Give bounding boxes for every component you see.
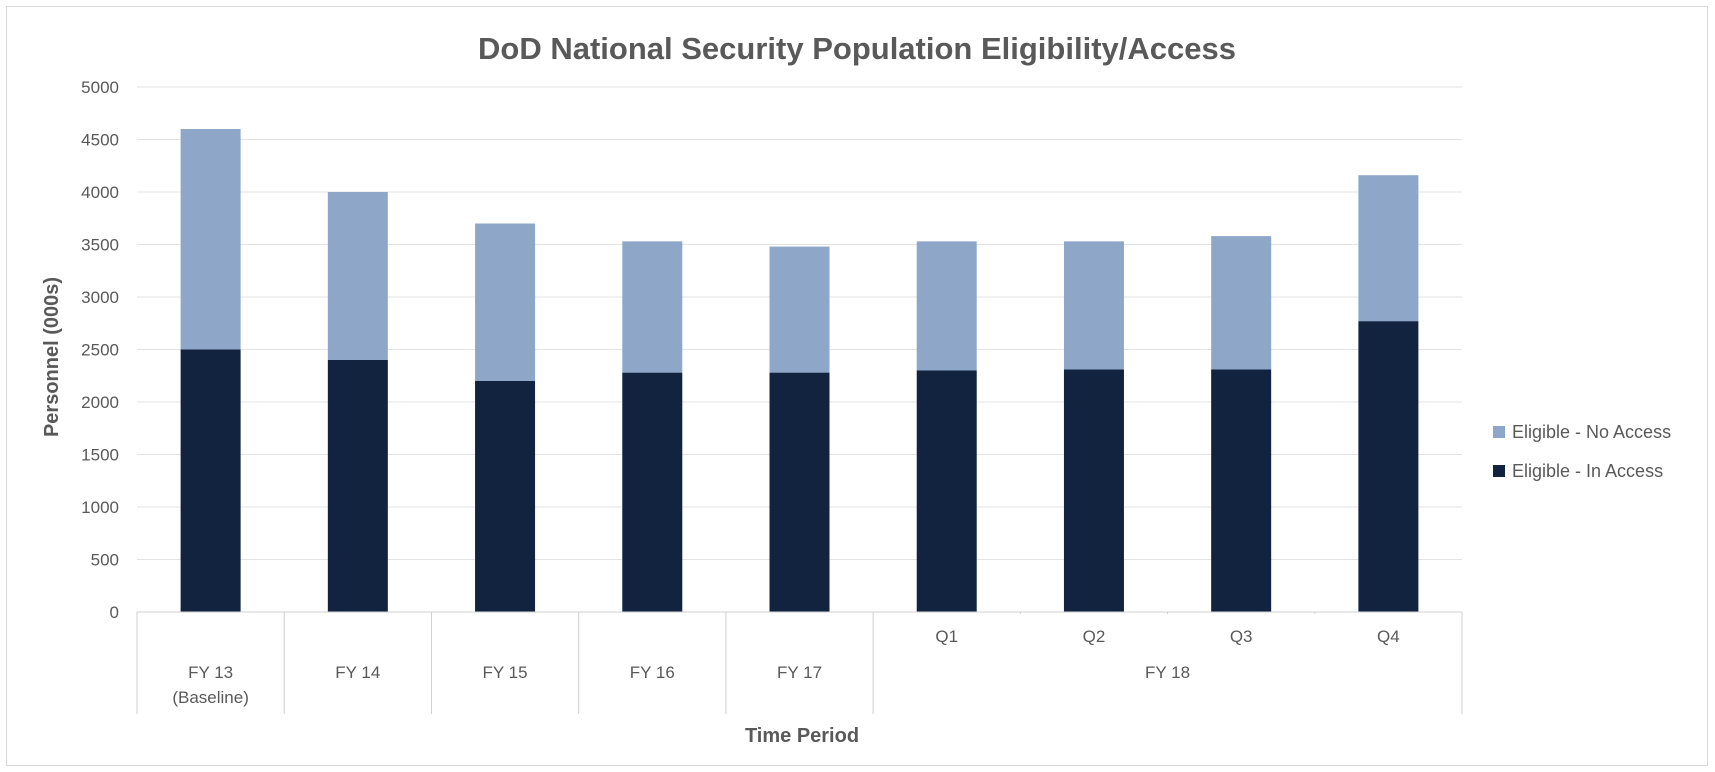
y-tick-label: 2000 — [81, 393, 119, 412]
x-tick-label: FY 14 — [335, 663, 380, 682]
x-tick-label: FY 13 — [188, 663, 233, 682]
bar-segment-no-access — [769, 246, 830, 373]
legend-label: Eligible - No Access — [1512, 422, 1671, 442]
bar-segment-no-access — [1211, 236, 1272, 370]
bar-segment-in-access — [180, 349, 241, 612]
legend-label: Eligible - In Access — [1512, 461, 1663, 481]
x-tick-label: Q2 — [1083, 627, 1106, 646]
legend-swatch — [1493, 426, 1505, 438]
x-group-label: FY 18 — [1145, 663, 1190, 682]
x-tick-label: Q4 — [1377, 627, 1400, 646]
y-tick-label: 4500 — [81, 131, 119, 150]
chart-frame — [6, 6, 1708, 766]
y-tick-label: 5000 — [81, 78, 119, 97]
bar-segment-in-access — [622, 372, 683, 612]
bar-segment-in-access — [1063, 369, 1124, 612]
bar-segment-in-access — [916, 370, 977, 612]
y-tick-label: 1000 — [81, 498, 119, 517]
legend: Eligible - No Access Eligible - In Access — [1493, 422, 1671, 481]
bar-segment-no-access — [916, 241, 977, 371]
bar-segment-no-access — [1358, 175, 1419, 322]
y-tick-label: 3000 — [81, 288, 119, 307]
bar-segment-in-access — [475, 381, 536, 612]
y-tick-label: 0 — [110, 603, 119, 622]
x-tick-sublabel: (Baseline) — [172, 688, 249, 707]
y-tick-label: 3500 — [81, 236, 119, 255]
bar-segment-in-access — [769, 372, 830, 612]
bar-segment-in-access — [327, 360, 388, 612]
bar-segment-no-access — [475, 223, 536, 381]
x-tick-label: FY 17 — [777, 663, 822, 682]
y-tick-label: 500 — [91, 551, 119, 570]
bar-segment-no-access — [327, 192, 388, 360]
y-tick-label: 2500 — [81, 341, 119, 360]
legend-swatch — [1493, 465, 1505, 477]
bar-segment-in-access — [1211, 369, 1272, 612]
bar-segment-no-access — [1063, 241, 1124, 370]
x-axis-title: Time Period — [745, 725, 859, 747]
bar-segment-no-access — [180, 129, 241, 350]
chart-title: DoD National Security Population Eligibi… — [478, 31, 1236, 66]
x-tick-label: Q1 — [935, 627, 958, 646]
y-axis-title: Personnel (000s) — [41, 277, 63, 437]
x-tick-label: FY 15 — [483, 663, 528, 682]
y-axis-tick-labels: 0 500 1000 1500 2000 2500 3000 3500 4000 4500 5000 — [81, 78, 119, 622]
x-axis: FY 13 (Baseline) FY 14 FY 15 FY 16 FY 17 Q1 Q2 Q… — [136, 611, 1463, 714]
x-tick-label: FY 16 — [630, 663, 675, 682]
y-tick-label: 4000 — [81, 183, 119, 202]
bar-segment-no-access — [622, 241, 683, 373]
bar-segment-in-access — [1358, 321, 1419, 612]
bars — [180, 129, 1419, 612]
y-tick-label: 1500 — [81, 446, 119, 465]
x-tick-label: Q3 — [1230, 627, 1253, 646]
